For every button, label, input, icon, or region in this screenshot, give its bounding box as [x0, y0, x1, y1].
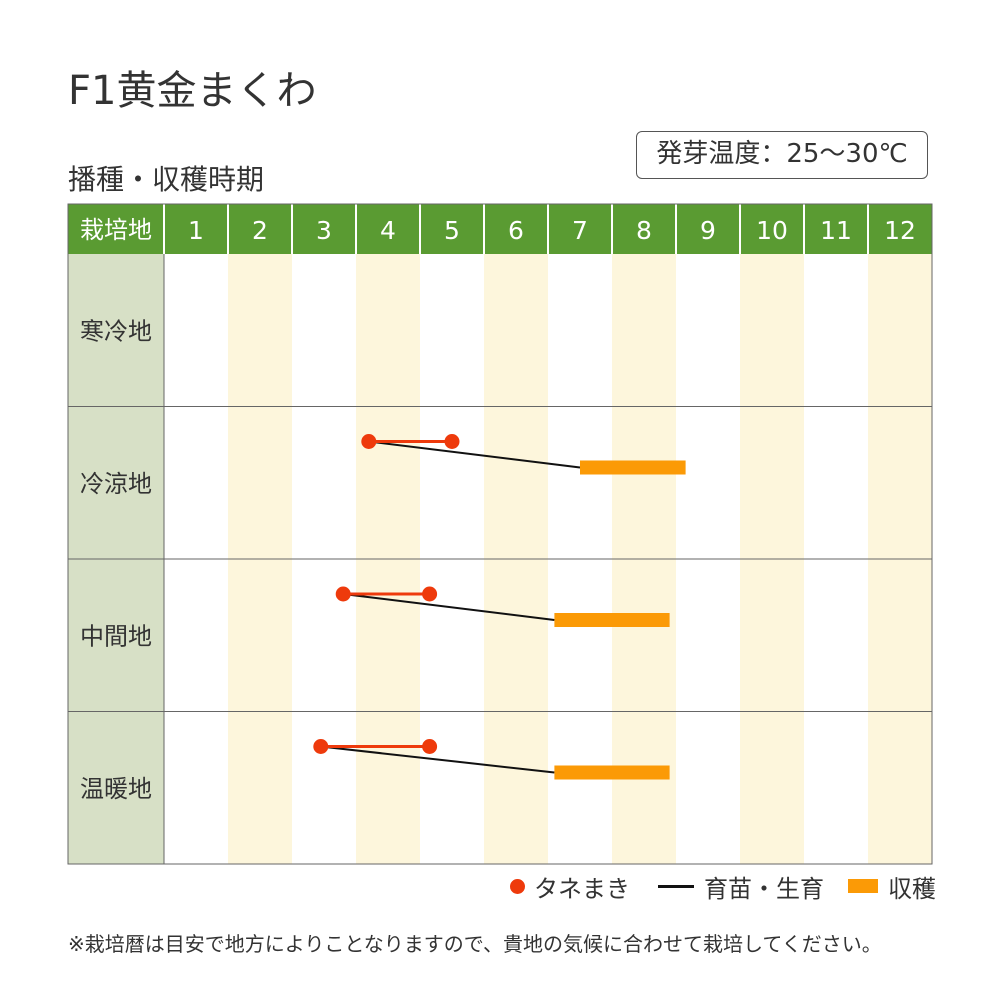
- page-title: F1黄金まくわ: [68, 68, 317, 114]
- raising-line-icon: [658, 884, 694, 888]
- region-label-2: 冷涼地: [80, 470, 152, 498]
- footnote: ※栽培暦は目安で地方によりことなりますので、貴地の気候に合わせて栽培してください…: [68, 932, 882, 956]
- row-header-label: 栽培地: [80, 216, 152, 244]
- legend-raising-label: 育苗・生育: [704, 874, 824, 903]
- legend-sowing-label: タネまき: [534, 874, 630, 903]
- month-label-12: 12: [884, 216, 916, 245]
- month-label-11: 11: [820, 216, 852, 245]
- sowing-start-dot-2: [361, 434, 377, 449]
- region-label-4: 温暖地: [80, 775, 152, 803]
- legend-harvest-label: 収穫: [888, 874, 936, 903]
- legend-harvest: 収穫: [848, 870, 936, 903]
- harvest-bar-3: [554, 613, 670, 627]
- month-label-2: 2: [252, 216, 268, 245]
- harvest-bar-icon: [848, 879, 878, 893]
- chart-border: [67, 203, 933, 865]
- month-label-8: 8: [636, 216, 652, 245]
- harvest-bar-4: [554, 765, 670, 780]
- month-label-6: 6: [508, 216, 524, 245]
- month-label-3: 3: [316, 216, 332, 245]
- month-label-5: 5: [444, 216, 460, 245]
- raising-line-2: [368, 440, 581, 469]
- month-label-10: 10: [756, 216, 788, 245]
- sowing-end-dot-3: [422, 586, 438, 602]
- month-label-1: 1: [188, 216, 204, 245]
- region-label-1: 寒冷地: [80, 317, 152, 345]
- chart-subtitle: 播種・収穫時期: [68, 163, 265, 196]
- month-label-4: 4: [380, 216, 396, 245]
- sowing-end-dot-2: [444, 434, 460, 449]
- legend-raising: 育苗・生育: [658, 870, 824, 903]
- sowing-start-dot-3: [335, 586, 351, 602]
- month-label-7: 7: [572, 216, 588, 245]
- sowing-start-dot-4: [313, 739, 329, 754]
- raising-line-3: [343, 593, 555, 621]
- germination-temperature-box: 発芽温度：25〜30℃: [636, 131, 928, 179]
- header-bar: [68, 204, 932, 254]
- harvest-bar-2: [580, 460, 686, 475]
- region-label-3: 中間地: [80, 622, 152, 650]
- month-label-9: 9: [700, 216, 716, 245]
- sowing-dot-icon: [510, 878, 525, 894]
- raising-line-4: [320, 745, 555, 774]
- sowing-end-dot-4: [422, 739, 438, 754]
- legend-sowing: タネまき: [510, 870, 630, 903]
